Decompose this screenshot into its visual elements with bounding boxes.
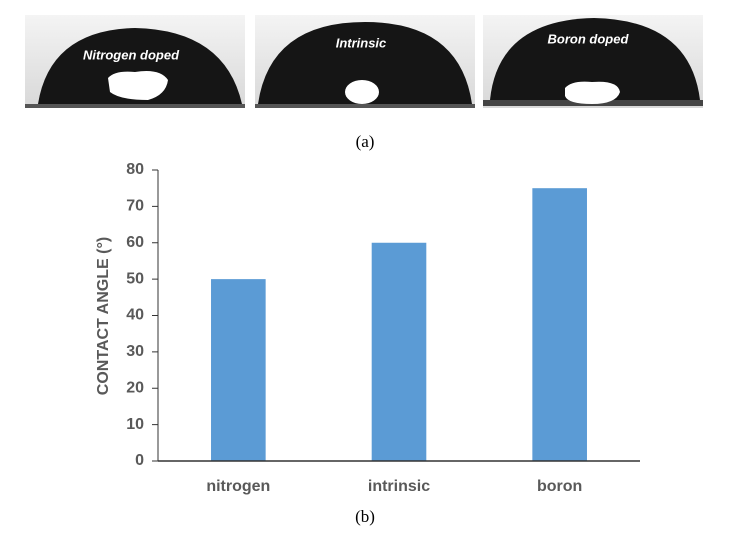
y-tick-label: 80 bbox=[126, 161, 144, 178]
x-tick-label: intrinsic bbox=[368, 478, 430, 495]
x-tick-label: boron bbox=[537, 478, 582, 495]
y-tick-label: 70 bbox=[126, 198, 144, 215]
photo-label: Nitrogen doped bbox=[83, 47, 180, 62]
y-axis-label: CONTACT ANGLE (°) bbox=[95, 237, 112, 395]
y-tick-label: 20 bbox=[126, 379, 144, 396]
caption: (b) bbox=[355, 507, 375, 526]
photo-intrinsic: Intrinsic bbox=[255, 15, 475, 108]
caption: (a) bbox=[356, 132, 375, 151]
x-tick-label: nitrogen bbox=[206, 478, 270, 495]
photo-nitrogen: Nitrogen doped bbox=[25, 15, 245, 108]
bar bbox=[532, 188, 587, 461]
photo-label: Intrinsic bbox=[336, 35, 387, 50]
y-tick-label: 30 bbox=[126, 343, 144, 360]
bar bbox=[371, 242, 427, 461]
y-tick-label: 60 bbox=[126, 234, 144, 251]
photo-label: Boron doped bbox=[548, 31, 630, 46]
y-tick-label: 40 bbox=[126, 307, 144, 324]
photo-boron: Boron doped bbox=[483, 15, 703, 108]
y-tick-label: 10 bbox=[126, 416, 144, 433]
y-tick-label: 0 bbox=[135, 452, 144, 469]
bar bbox=[211, 279, 266, 461]
y-tick-label: 50 bbox=[126, 270, 144, 287]
